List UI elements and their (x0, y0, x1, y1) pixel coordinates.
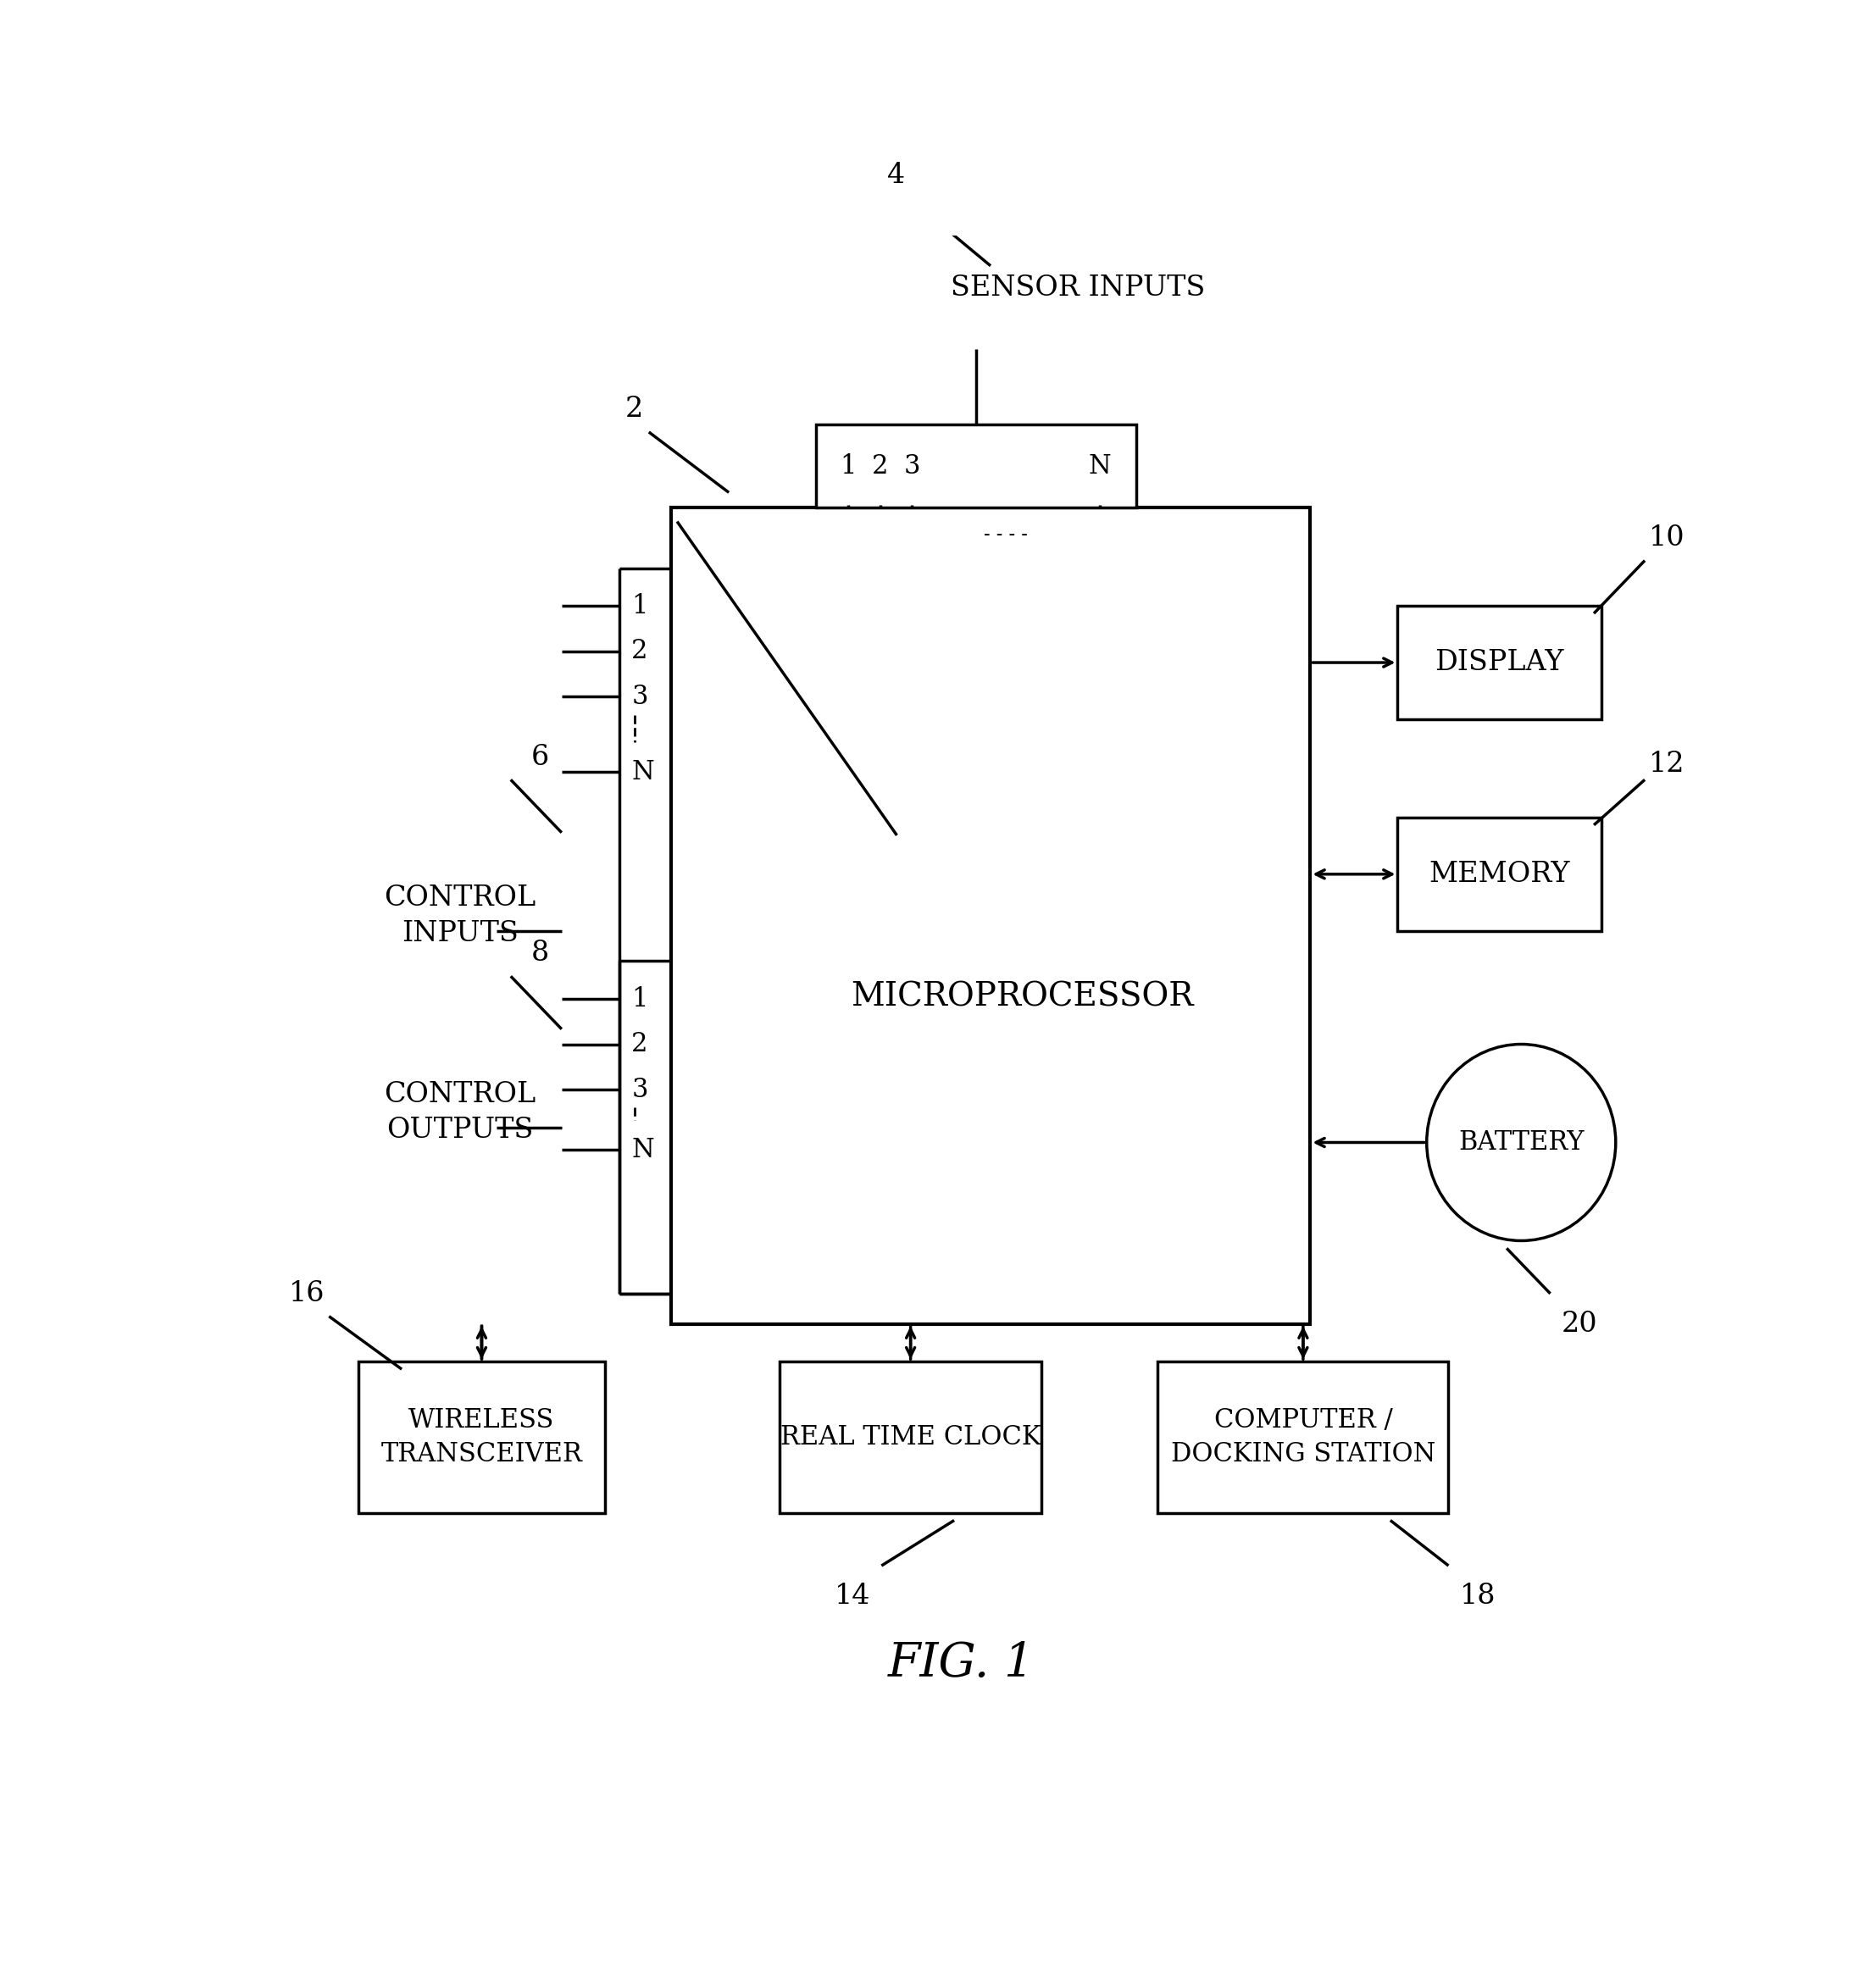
Bar (1157, 1362, 1448, 1513)
Text: WIRELESS
TRANSCEIVER: WIRELESS TRANSCEIVER (381, 1407, 582, 1468)
Text: N: N (632, 1137, 655, 1164)
Text: 2: 2 (632, 638, 647, 663)
Bar (1398, 817, 1602, 930)
Text: MICROPROCESSOR: MICROPROCESSOR (852, 982, 1193, 1013)
Text: DISPLAY: DISPLAY (1435, 650, 1565, 675)
Text: N: N (1088, 453, 1111, 479)
Text: 4: 4 (887, 161, 904, 188)
Text: 2: 2 (872, 453, 889, 479)
Text: SENSOR INPUTS: SENSOR INPUTS (951, 275, 1204, 302)
Text: 1: 1 (840, 453, 855, 479)
Text: 1: 1 (632, 985, 647, 1013)
Bar (780, 1362, 1041, 1513)
Text: CONTROL
INPUTS: CONTROL INPUTS (385, 885, 537, 946)
Text: 16: 16 (289, 1280, 325, 1307)
Bar (1398, 607, 1602, 718)
Bar (816, 424, 1137, 508)
Text: FIG. 1: FIG. 1 (887, 1641, 1036, 1686)
Text: 20: 20 (1561, 1309, 1598, 1337)
Bar (358, 1362, 606, 1513)
Text: 6: 6 (531, 744, 550, 771)
Text: 3: 3 (632, 683, 647, 711)
Text: 2: 2 (625, 397, 643, 422)
Text: 1: 1 (632, 593, 647, 618)
Text: BATTERY: BATTERY (1458, 1129, 1583, 1156)
Text: 14: 14 (835, 1582, 870, 1610)
Text: 18: 18 (1460, 1582, 1495, 1610)
Text: 3: 3 (904, 453, 921, 479)
Text: CONTROL
OUTPUTS: CONTROL OUTPUTS (385, 1082, 537, 1144)
Text: 10: 10 (1649, 524, 1685, 552)
Text: 8: 8 (531, 940, 550, 968)
Text: 2: 2 (632, 1031, 647, 1058)
Text: 3: 3 (632, 1076, 647, 1103)
Text: COMPUTER /
DOCKING STATION: COMPUTER / DOCKING STATION (1171, 1407, 1435, 1468)
Text: 12: 12 (1649, 752, 1685, 777)
Text: - - - -: - - - - (983, 526, 1028, 544)
Text: MEMORY: MEMORY (1430, 860, 1570, 887)
Bar (672, 508, 1309, 1323)
Text: REAL TIME CLOCK: REAL TIME CLOCK (780, 1423, 1041, 1451)
Text: N: N (632, 760, 655, 785)
